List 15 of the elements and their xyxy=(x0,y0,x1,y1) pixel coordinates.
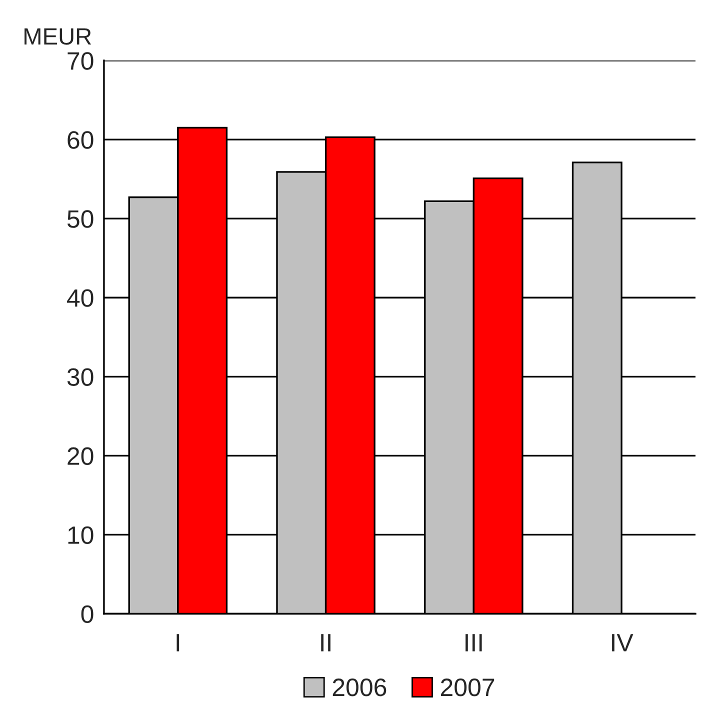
y-tick-label: 0 xyxy=(81,605,94,624)
y-tick-label: 40 xyxy=(67,289,94,307)
y-tick-label: 50 xyxy=(67,210,94,228)
y-tick-label: 30 xyxy=(67,368,94,386)
y-axis-title: MEUR xyxy=(24,28,92,45)
y-tick-label: 10 xyxy=(68,526,94,544)
x-tick-label: II xyxy=(321,634,330,652)
x-tick-label: III xyxy=(466,634,482,652)
legend-label: 2007 xyxy=(440,678,494,696)
x-tick-label: IV xyxy=(612,634,634,652)
y-tick-label: 70 xyxy=(68,52,94,70)
x-tick-label: I xyxy=(176,634,180,652)
y-tick-label: 60 xyxy=(68,131,94,149)
legend-label: 2006 xyxy=(332,678,386,696)
y-tick-label: 20 xyxy=(68,447,94,465)
